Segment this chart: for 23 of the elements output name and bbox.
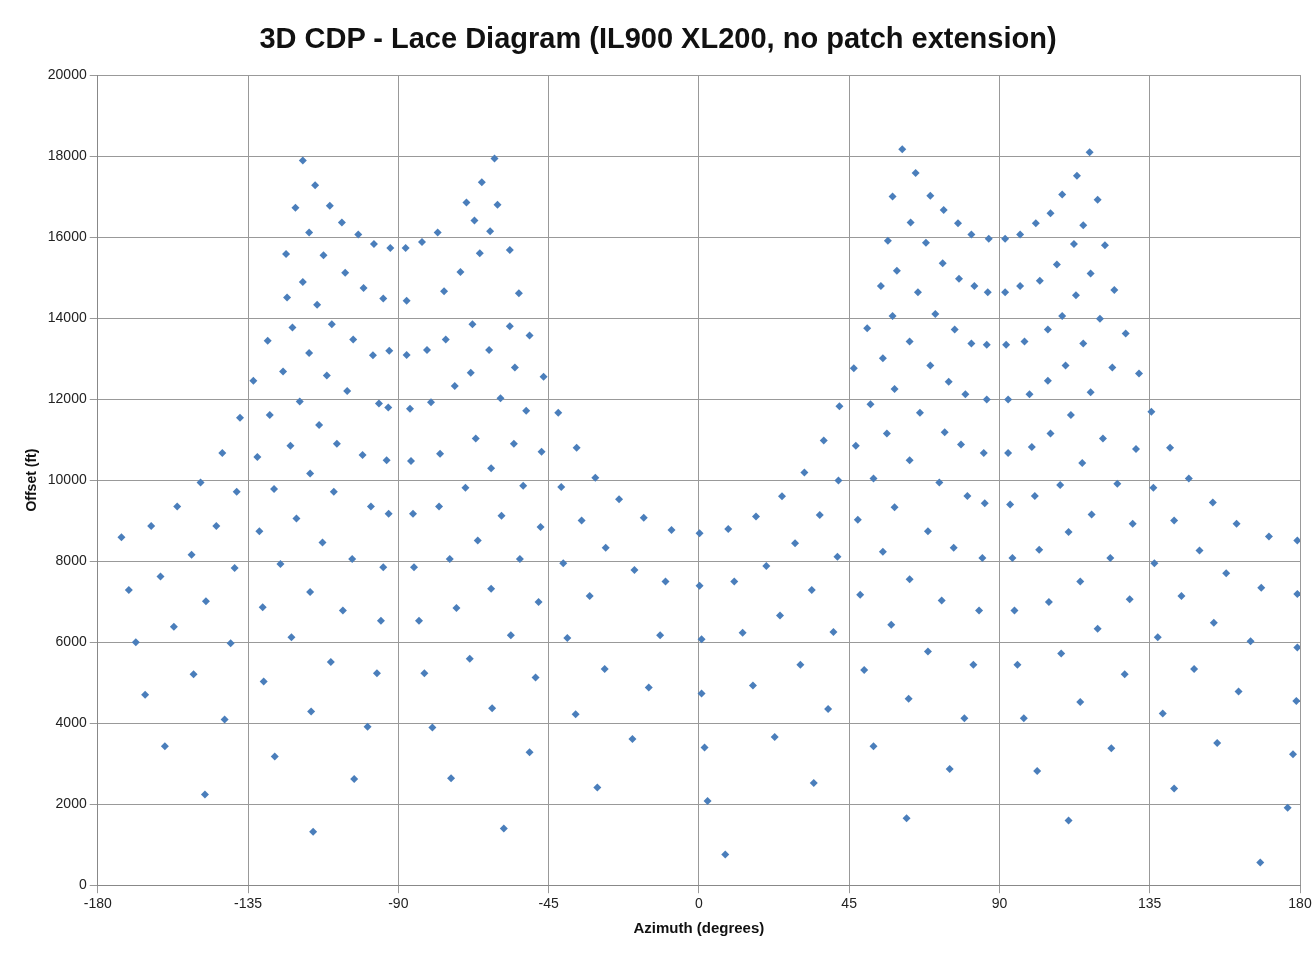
x-tick-label: 45 — [841, 895, 858, 912]
y-tick-label: 2000 — [55, 795, 87, 812]
y-tick-label: 6000 — [55, 633, 87, 649]
y-tick-label: 10000 — [47, 470, 87, 487]
x-tick-label: 90 — [991, 895, 1008, 912]
y-tick-label: 18000 — [47, 146, 87, 163]
x-tick-label: 135 — [1138, 895, 1162, 912]
y-tick-label: 12000 — [47, 389, 87, 406]
x-tick-label: 180 — [1288, 895, 1312, 912]
chart-title: 3D CDP - Lace Diagram (IL900 XL200, no patch extension) — [258, 22, 1058, 55]
x-tick-label: -135 — [234, 895, 263, 912]
y-tick-label: 8000 — [55, 551, 87, 568]
y-tick-label: 14000 — [47, 308, 87, 325]
x-axis-title: Azimuth (degrees) — [633, 919, 765, 937]
y-tick-label: 16000 — [47, 227, 87, 244]
y-tick-label: 0 — [78, 876, 87, 893]
x-tick-label: -180 — [83, 895, 112, 912]
y-axis-title: Offset (ft) — [23, 448, 40, 512]
x-tick-label: -45 — [538, 895, 559, 912]
x-tick-label: -90 — [388, 895, 409, 912]
y-tick-label: 4000 — [55, 714, 87, 731]
x-tick-label: 0 — [694, 895, 703, 912]
y-tick-label: 20000 — [47, 65, 87, 82]
